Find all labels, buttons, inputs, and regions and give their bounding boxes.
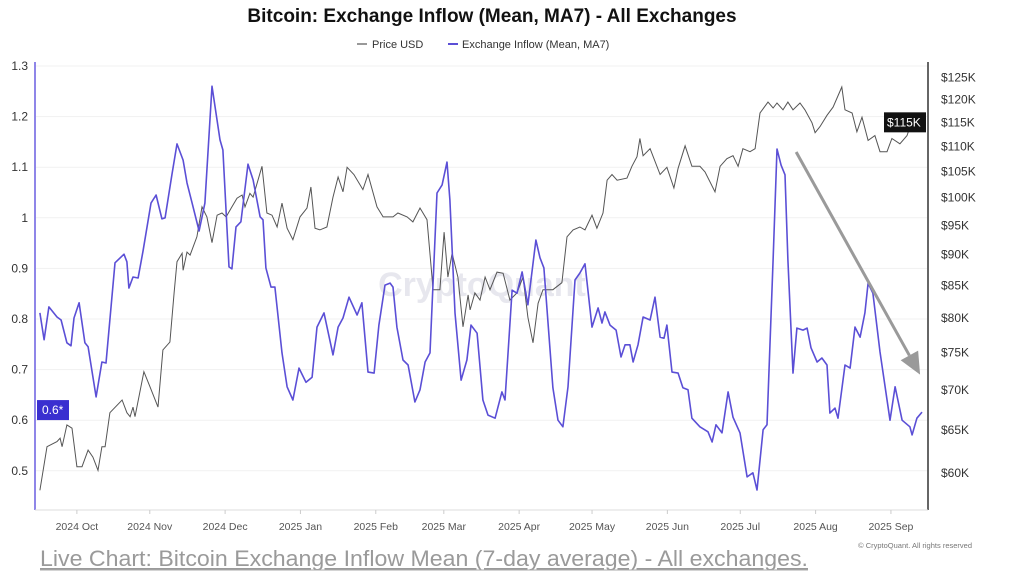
caption-link[interactable]: Live Chart: Bitcoin Exchange Inflow Mean…	[40, 546, 808, 571]
y-right-tick-label: $110K	[941, 139, 975, 153]
x-tick-label: 2025 Feb	[354, 521, 399, 533]
x-tick-label: 2025 Jun	[646, 521, 689, 533]
gridlines	[36, 65, 927, 472]
x-tick-label: 2024 Dec	[203, 521, 248, 533]
legend-inflow-label[interactable]: Exchange Inflow (Mean, MA7)	[462, 39, 609, 51]
x-tick-label: 2025 Jan	[279, 521, 322, 533]
y-right-tick-label: $95K	[941, 218, 969, 232]
y-left-tick-label: 0.5	[11, 464, 28, 478]
exchange-inflow-line	[39, 85, 923, 491]
x-tick-label: 2025 Aug	[793, 521, 838, 533]
x-tick-label: 2025 May	[569, 521, 616, 533]
y-left-tick-label: 0.9	[11, 261, 28, 275]
x-tick-label: 2025 Sep	[868, 521, 913, 533]
y-right-tick-label: $85K	[941, 278, 969, 292]
y-right-tick-label: $80K	[941, 311, 969, 325]
y-left-tick-label: 1.2	[11, 110, 28, 124]
price-usd-line	[39, 85, 921, 491]
current-inflow-label: 0.6*	[42, 403, 64, 417]
y-right-tick-label: $60K	[941, 466, 969, 480]
x-tick-label: 2025 Jul	[720, 521, 760, 533]
chart-title: Bitcoin: Exchange Inflow (Mean, MA7) - A…	[247, 6, 736, 27]
y-right-tick-label: $75K	[941, 346, 969, 360]
y-left-tick-label: 1.3	[11, 59, 28, 73]
current-inflow-marker	[37, 400, 69, 421]
y-left-tick-label: 1	[21, 211, 28, 225]
copyright: © CryptoQuant. All rights reserved	[858, 541, 972, 550]
current-price-label: $115K	[887, 115, 921, 129]
y-right-tick-label: $70K	[941, 383, 969, 397]
trend-arrow-head-icon	[900, 350, 921, 375]
y-right-tick-label: $115K	[941, 115, 975, 129]
x-tick-label: 2025 Apr	[498, 521, 541, 533]
x-tick-label: 2025 Mar	[422, 521, 467, 533]
watermark: CryptoQuant	[378, 266, 586, 304]
current-price-marker	[884, 112, 926, 133]
y-left-tick-label: 1.1	[11, 160, 28, 174]
y-right-tick-label: $125K	[941, 70, 976, 84]
y-right-tick-label: $100K	[941, 191, 976, 205]
y-right-tick-label: $105K	[941, 164, 976, 178]
x-tick-label: 2024 Oct	[56, 521, 99, 533]
y-left-tick-label: 0.7	[11, 363, 28, 377]
y-left-tick-label: 0.6	[11, 413, 28, 427]
y-right-tick-label: $65K	[941, 423, 969, 437]
y-right-tick-label: $90K	[941, 247, 969, 261]
legend: Price USD Exchange Inflow (Mean, MA7)	[357, 39, 609, 51]
y-left-tick-label: 0.8	[11, 312, 28, 326]
trend-arrow-shaft	[794, 151, 911, 357]
legend-price-label[interactable]: Price USD	[372, 39, 423, 51]
x-tick-label: 2024 Nov	[127, 521, 173, 533]
y-right-tick-label: $120K	[941, 92, 976, 106]
